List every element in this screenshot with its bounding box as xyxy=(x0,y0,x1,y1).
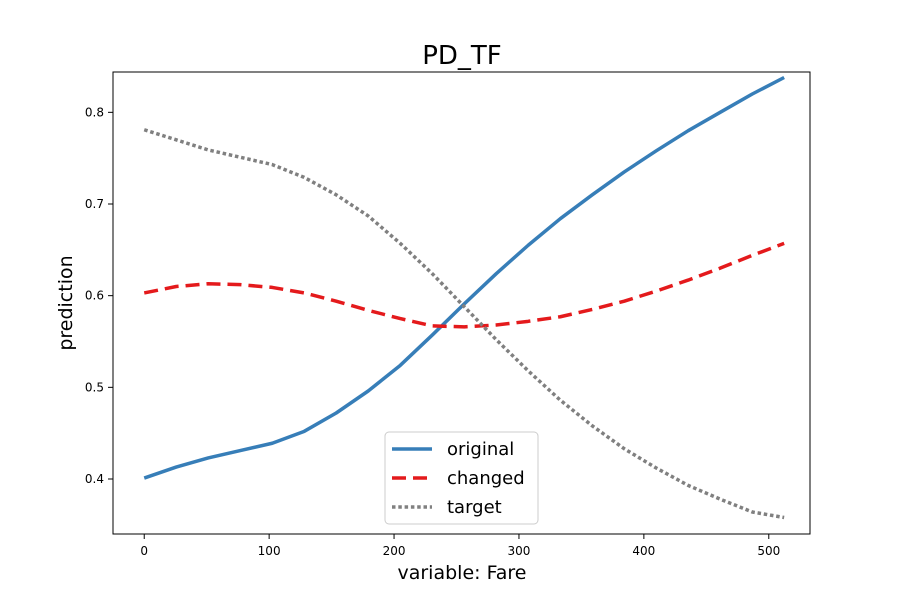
legend-box xyxy=(384,431,539,525)
x-axis-title: variable: Fare xyxy=(397,562,526,584)
y-tick-label: 0.7 xyxy=(85,197,104,211)
y-tick-label: 0.6 xyxy=(85,289,104,303)
y-tick-label: 0.8 xyxy=(85,105,104,119)
x-tick-label: 300 xyxy=(508,544,531,558)
x-tick-label: 100 xyxy=(258,544,281,558)
x-axis: 0 100 200 300 400 500 xyxy=(140,534,780,558)
series-layer xyxy=(143,75,785,520)
x-tick-label: 0 xyxy=(140,544,148,558)
series-line-target xyxy=(143,128,785,520)
chart-title: PD_TF xyxy=(422,41,502,71)
x-tick-label: 500 xyxy=(757,544,780,558)
series-line-changed xyxy=(143,241,785,329)
y-axis: 0.4 0.5 0.6 0.7 0.8 xyxy=(85,105,113,486)
x-tick-label: 400 xyxy=(632,544,655,558)
legend: original changed target xyxy=(384,431,539,525)
plot-area xyxy=(112,71,811,535)
series-line-original xyxy=(143,75,785,480)
legend-label-changed: changed xyxy=(447,468,525,489)
y-tick-label: 0.5 xyxy=(85,380,104,394)
legend-label-original: original xyxy=(447,439,514,460)
x-tick-label: 200 xyxy=(383,544,406,558)
legend-label-target: target xyxy=(447,497,502,518)
y-axis-title: prediction xyxy=(55,255,77,350)
y-tick-label: 0.4 xyxy=(85,472,104,486)
